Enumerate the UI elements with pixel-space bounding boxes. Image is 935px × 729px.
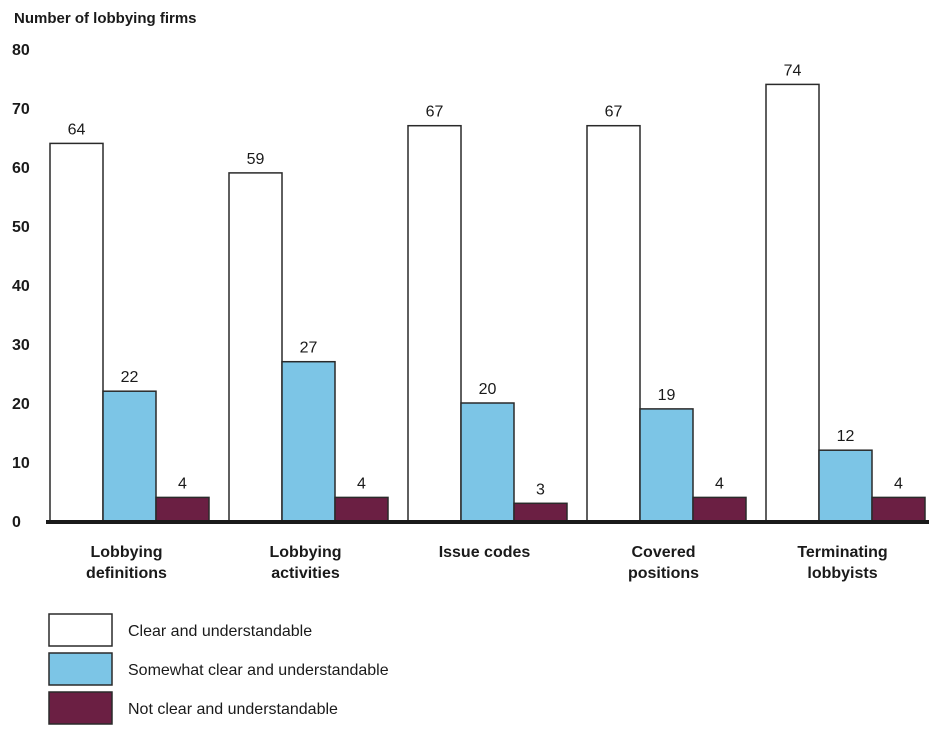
bar-value-label: 27 xyxy=(300,340,318,357)
bar-value-label: 22 xyxy=(121,369,139,386)
bar-value-label: 74 xyxy=(784,62,802,79)
y-tick-label: 60 xyxy=(12,160,30,177)
bar xyxy=(818,449,873,522)
category-labels: Lobbying definitions Lobbying activities Iss… xyxy=(86,544,888,582)
y-axis-ticks: 0 10 20 30 40 50 60 70 80 xyxy=(12,42,30,531)
legend-swatch xyxy=(48,652,113,686)
bar xyxy=(586,124,641,522)
legend-label: Clear and understandable xyxy=(128,623,312,640)
bar-value-label: 67 xyxy=(426,104,444,121)
y-tick-label: 0 xyxy=(12,514,21,531)
category-label: positions xyxy=(628,565,699,582)
bar-value-label: 4 xyxy=(357,475,366,492)
bar xyxy=(281,360,336,522)
category-label: definitions xyxy=(86,565,167,582)
category-label: Issue codes xyxy=(439,544,531,561)
bar-value-label: 4 xyxy=(894,475,903,492)
category-label: lobbyists xyxy=(807,565,877,582)
bar-value-label: 12 xyxy=(837,428,855,445)
bar-value-label: 20 xyxy=(479,381,497,398)
legend-label: Somewhat clear and understandable xyxy=(128,662,389,679)
value-labels: 64 22 4 59 27 4 67 20 3 67 19 4 74 12 4 xyxy=(68,62,903,498)
legend-swatch xyxy=(48,691,113,725)
bar xyxy=(407,124,462,522)
y-tick-label: 70 xyxy=(12,101,30,118)
bar xyxy=(639,408,694,522)
bar xyxy=(155,496,210,522)
bar xyxy=(228,172,283,522)
y-tick-label: 10 xyxy=(12,455,30,472)
legend-label: Not clear and understandable xyxy=(128,701,338,718)
category-label: activities xyxy=(271,565,340,582)
bar xyxy=(871,496,926,522)
bar xyxy=(49,142,104,522)
category-label: Covered xyxy=(631,544,695,561)
bar-value-label: 4 xyxy=(178,475,187,492)
bar-value-label: 59 xyxy=(247,151,265,168)
category-label: Terminating xyxy=(797,544,887,561)
bar xyxy=(102,390,157,522)
bar xyxy=(334,496,389,522)
bar xyxy=(460,402,515,522)
bar xyxy=(692,496,747,522)
bar xyxy=(513,502,568,522)
category-label: Lobbying xyxy=(91,544,163,561)
y-axis-label: Number of lobbying firms xyxy=(14,10,197,27)
legend-swatch xyxy=(48,613,113,647)
y-tick-label: 40 xyxy=(12,278,30,295)
y-tick-label: 50 xyxy=(12,219,30,236)
y-tick-label: 30 xyxy=(12,337,30,354)
y-tick-label: 80 xyxy=(12,42,30,59)
bar-value-label: 19 xyxy=(658,387,676,404)
x-axis-baseline xyxy=(46,520,929,524)
bars xyxy=(49,83,926,522)
bar-value-label: 3 xyxy=(536,481,545,498)
bar xyxy=(765,83,820,522)
category-label: Lobbying xyxy=(270,544,342,561)
bar-value-label: 67 xyxy=(605,104,623,121)
y-tick-label: 20 xyxy=(12,396,30,413)
bar-value-label: 4 xyxy=(715,475,724,492)
bar-value-label: 64 xyxy=(68,121,86,138)
legend: Clear and understandable Somewhat clear a… xyxy=(48,613,389,725)
